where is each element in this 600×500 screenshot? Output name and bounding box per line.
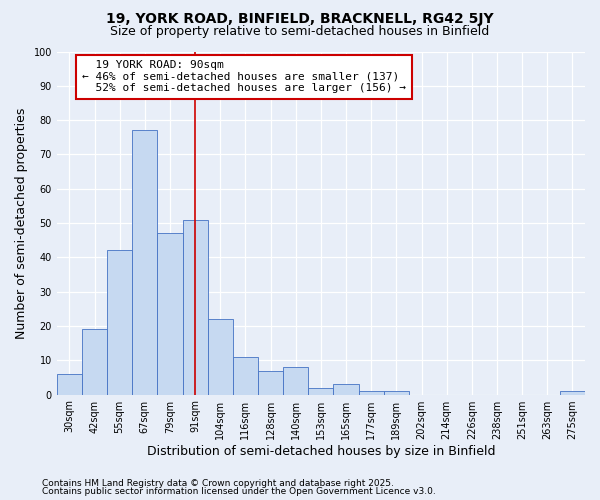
Bar <box>359 391 384 394</box>
Bar <box>560 391 585 394</box>
Bar <box>157 234 182 394</box>
Bar <box>308 388 334 394</box>
Bar <box>132 130 157 394</box>
Bar <box>233 357 258 395</box>
Bar <box>82 330 107 394</box>
Text: 19 YORK ROAD: 90sqm
← 46% of semi-detached houses are smaller (137)
  52% of sem: 19 YORK ROAD: 90sqm ← 46% of semi-detach… <box>82 60 406 94</box>
Bar <box>182 220 208 394</box>
Bar <box>57 374 82 394</box>
Text: Size of property relative to semi-detached houses in Binfield: Size of property relative to semi-detach… <box>110 25 490 38</box>
Bar <box>384 391 409 394</box>
Bar <box>258 370 283 394</box>
Text: Contains public sector information licensed under the Open Government Licence v3: Contains public sector information licen… <box>42 487 436 496</box>
X-axis label: Distribution of semi-detached houses by size in Binfield: Distribution of semi-detached houses by … <box>146 444 495 458</box>
Y-axis label: Number of semi-detached properties: Number of semi-detached properties <box>15 108 28 338</box>
Text: 19, YORK ROAD, BINFIELD, BRACKNELL, RG42 5JY: 19, YORK ROAD, BINFIELD, BRACKNELL, RG42… <box>106 12 494 26</box>
Bar <box>208 319 233 394</box>
Bar <box>334 384 359 394</box>
Bar <box>283 367 308 394</box>
Bar <box>107 250 132 394</box>
Text: Contains HM Land Registry data © Crown copyright and database right 2025.: Contains HM Land Registry data © Crown c… <box>42 478 394 488</box>
